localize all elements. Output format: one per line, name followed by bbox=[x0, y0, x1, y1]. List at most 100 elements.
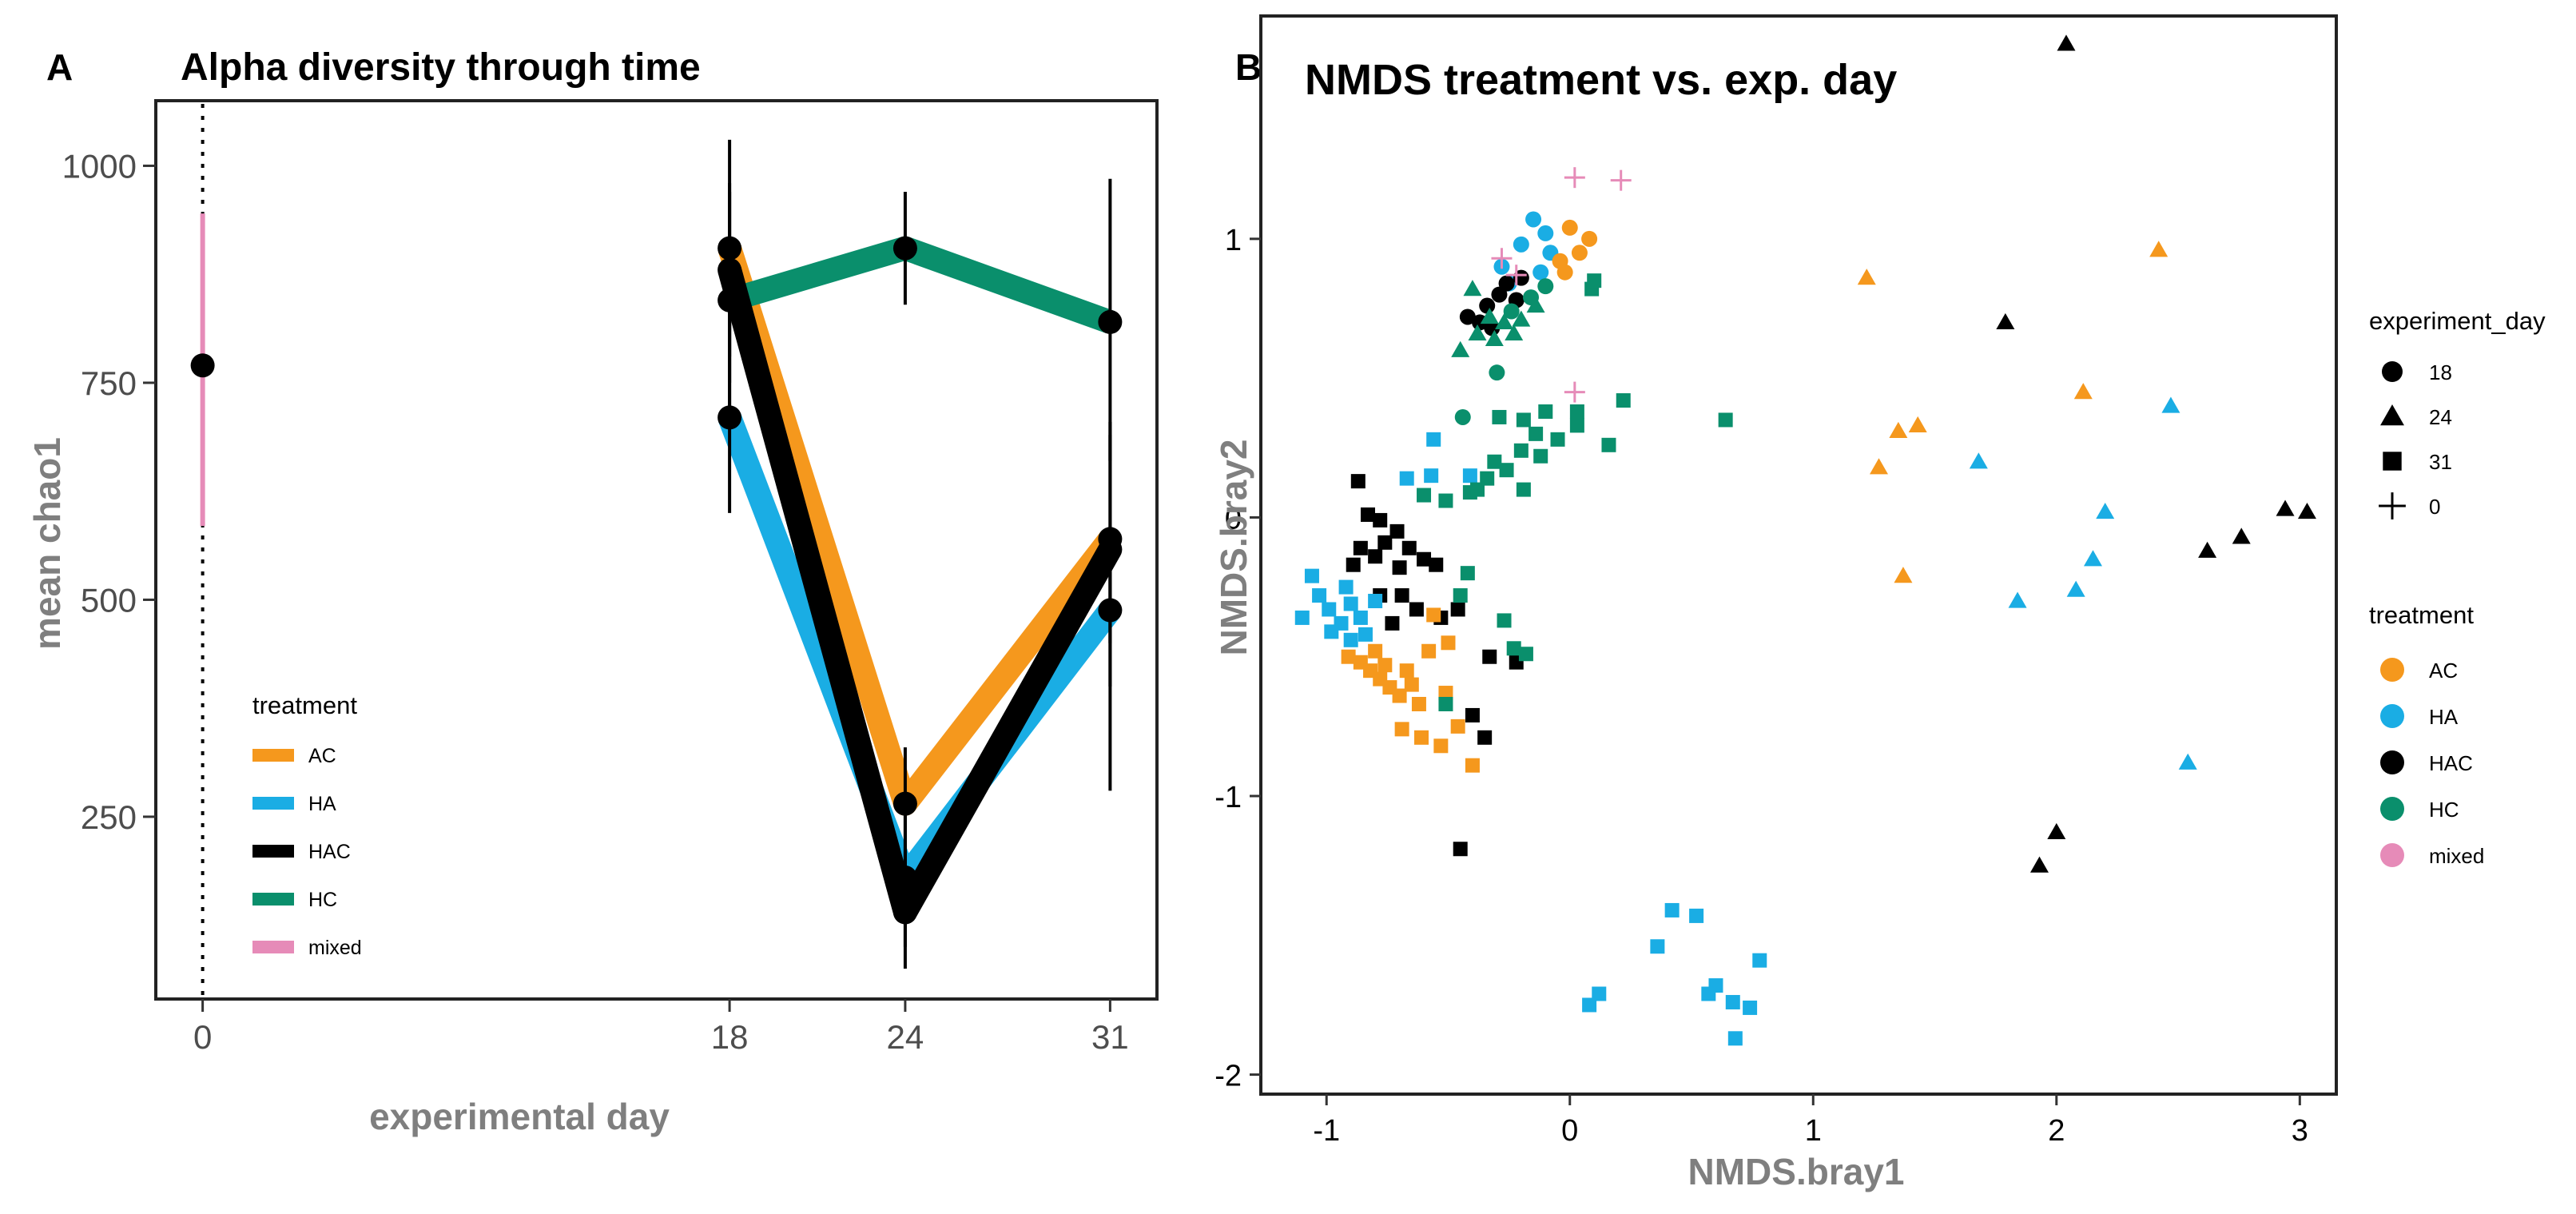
point-hc-square bbox=[1587, 273, 1602, 289]
panel-b-x-ticks: -1 0 1 2 3 bbox=[1313, 1094, 2308, 1148]
point-ha-square bbox=[1358, 627, 1373, 642]
y-tick-label: 0 bbox=[1225, 502, 1242, 535]
point-ha-square bbox=[1592, 986, 1607, 1001]
point-ac-square bbox=[1411, 696, 1426, 711]
point-hc-triangle bbox=[1485, 329, 1504, 346]
panel-b-x-axis-title: NMDS.bray1 bbox=[1688, 1151, 1905, 1192]
y-tick-label: -1 bbox=[1214, 781, 1242, 814]
point-hac-square bbox=[1346, 557, 1361, 572]
legend-key-hc bbox=[252, 893, 294, 906]
mean-point-hac bbox=[718, 257, 742, 282]
point-hc-circle bbox=[1537, 278, 1554, 295]
point-ha-square bbox=[1343, 632, 1358, 647]
series-line-ac bbox=[718, 245, 1120, 816]
point-mixed-plus bbox=[1491, 248, 1513, 269]
x-tick-label: 0 bbox=[1561, 1114, 1578, 1148]
point-ha-square bbox=[1725, 994, 1740, 1009]
point-hc-square bbox=[1718, 412, 1733, 428]
point-ac-triangle bbox=[1894, 567, 1913, 583]
color-legend-key-mixed bbox=[2380, 843, 2404, 867]
panel-b-y-axis-title: NMDS.bray2 bbox=[1213, 440, 1254, 656]
point-hc-square bbox=[1529, 426, 1544, 441]
point-ac-square bbox=[1450, 718, 1465, 734]
legend-label-hc: HC bbox=[308, 889, 337, 911]
legend-label-mixed: mixed bbox=[308, 937, 362, 959]
point-ha-square bbox=[1353, 610, 1368, 625]
point-hc-square bbox=[1601, 437, 1616, 452]
y-tick-label: 500 bbox=[81, 581, 137, 619]
point-ha-triangle bbox=[2066, 580, 2085, 597]
panel-a-label: A bbox=[46, 46, 73, 88]
point-hac-square bbox=[1417, 551, 1432, 567]
shape-legend-key-circle bbox=[2382, 361, 2403, 382]
point-ha-square bbox=[1708, 978, 1723, 993]
point-hac-square bbox=[1465, 707, 1480, 722]
panel-a: A Alpha diversity through time 250 500 750… bbox=[26, 46, 1159, 1137]
point-ac-circle bbox=[1581, 230, 1598, 247]
color-legend-label-hac: HAC bbox=[2429, 751, 2473, 775]
color-legend-key-hc bbox=[2380, 797, 2404, 821]
legend-label-hac: HAC bbox=[308, 841, 351, 863]
point-hc-square bbox=[1516, 412, 1531, 428]
point-hc-square bbox=[1616, 393, 1631, 408]
panel-b-legend: experiment_day treatment 18 24 31 0 AC HA HAC H… bbox=[2369, 307, 2546, 868]
point-hc-circle bbox=[1503, 303, 1520, 320]
point-hac-square bbox=[1453, 842, 1468, 857]
panel-a-points bbox=[190, 236, 1123, 925]
point-ha-triangle bbox=[2096, 502, 2115, 519]
panel-b-plot-frame bbox=[1259, 14, 2338, 1096]
point-ha-square bbox=[1752, 953, 1767, 968]
point-hc-square bbox=[1492, 409, 1507, 424]
point-hac-square bbox=[1477, 730, 1493, 745]
point-ac-square bbox=[1399, 663, 1414, 679]
point-ac-square bbox=[1392, 688, 1407, 703]
legend-label-ha: HA bbox=[308, 793, 336, 815]
mean-point-hac bbox=[1098, 537, 1123, 562]
point-ac-triangle bbox=[2149, 241, 2169, 257]
panel-a-series-lines bbox=[718, 236, 1121, 925]
panel-b: B NMDS treatment vs. exp. day -2 -1 0 1 -1 0… bbox=[1213, 14, 2546, 1192]
point-hc-triangle bbox=[1463, 280, 1482, 297]
point-hac-square bbox=[1373, 512, 1388, 527]
panel-a-x-ticks: 0 18 24 31 bbox=[193, 999, 1129, 1056]
y-tick-label: 750 bbox=[81, 364, 137, 402]
point-ac-square bbox=[1341, 649, 1356, 664]
point-ac-triangle bbox=[1908, 416, 1927, 433]
shape-legend-title: experiment_day bbox=[2369, 307, 2546, 335]
point-hc-triangle bbox=[1495, 312, 1514, 330]
x-tick-label: 3 bbox=[2292, 1114, 2308, 1148]
point-hac-square bbox=[1350, 474, 1366, 489]
legend-key-mixed bbox=[252, 941, 294, 953]
x-tick-label: 18 bbox=[711, 1018, 749, 1056]
mean-point-hc bbox=[892, 236, 917, 261]
panel-a-x-axis-title: experimental day bbox=[369, 1096, 670, 1137]
shape-legend-label: 0 bbox=[2429, 495, 2440, 519]
point-mixed-plus bbox=[1610, 169, 1632, 191]
point-hac-square bbox=[1368, 549, 1383, 564]
point-hc-triangle bbox=[1468, 324, 1487, 341]
point-ha-square bbox=[1582, 997, 1597, 1013]
x-tick-label: 31 bbox=[1091, 1018, 1129, 1056]
point-hc-triangle bbox=[1480, 307, 1499, 324]
panel-a-y-axis-title: mean chao1 bbox=[26, 437, 68, 650]
panel-a-legend-title: treatment bbox=[252, 691, 357, 719]
mean-point-ha bbox=[892, 865, 917, 890]
y-tick-label: 1000 bbox=[62, 147, 137, 185]
point-hc-square bbox=[1460, 566, 1475, 581]
point-ac-square bbox=[1368, 643, 1383, 659]
point-hc-square bbox=[1533, 448, 1548, 464]
legend-key-ac bbox=[252, 749, 294, 762]
color-legend-label-mixed: mixed bbox=[2429, 844, 2484, 868]
point-ha-square bbox=[1322, 602, 1337, 617]
point-ha-square bbox=[1426, 432, 1441, 447]
color-legend-label-ha: HA bbox=[2429, 705, 2459, 729]
point-ha-triangle bbox=[1969, 452, 1988, 469]
point-hac-circle bbox=[1459, 308, 1476, 325]
point-ha-triangle bbox=[2083, 550, 2102, 567]
point-hc-circle bbox=[1489, 364, 1505, 381]
point-hc-square bbox=[1506, 641, 1521, 656]
point-hc-square bbox=[1499, 463, 1514, 478]
point-ac-circle bbox=[1571, 245, 1588, 261]
shape-legend-key-triangle bbox=[2380, 404, 2404, 426]
point-hc-circle bbox=[1454, 408, 1471, 425]
